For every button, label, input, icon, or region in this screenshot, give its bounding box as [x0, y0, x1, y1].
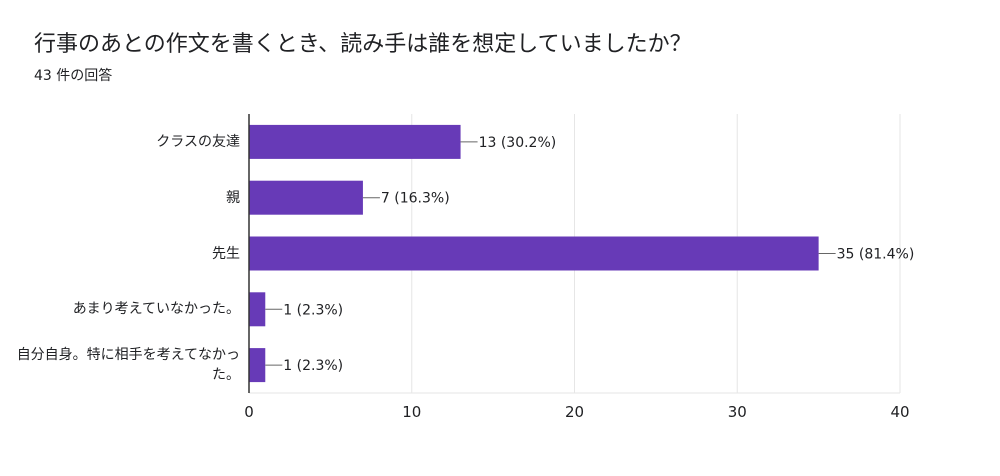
data-label: 7 (16.3%)	[381, 191, 450, 207]
bar	[249, 348, 266, 383]
category-label: 先生	[212, 245, 240, 262]
category-label: 親	[226, 189, 240, 206]
bar	[249, 180, 363, 215]
data-label: 13 (30.2%)	[479, 135, 557, 151]
x-tick-label: 10	[402, 403, 421, 421]
chart-title: 行事のあとの作文を書くとき、読み手は誰を想定していましたか？	[34, 32, 692, 57]
category-label: あまり考えていなかった。	[72, 301, 240, 318]
response-count: 43 件の回答	[34, 68, 113, 84]
x-tick-label: 30	[728, 403, 747, 421]
category-label: 自分自身。特に相手を考えてなかった。	[16, 347, 240, 384]
bar	[249, 292, 266, 327]
data-label: 1 (2.3%)	[283, 302, 343, 318]
bar	[249, 124, 461, 159]
category-label: クラスの友達	[156, 133, 240, 150]
bar	[249, 236, 819, 271]
x-tick-label: 20	[565, 403, 584, 421]
data-label: 35 (81.4%)	[837, 247, 915, 263]
x-tick-label: 0	[244, 403, 254, 421]
data-label: 1 (2.3%)	[283, 358, 343, 374]
x-tick-label: 40	[890, 403, 909, 421]
